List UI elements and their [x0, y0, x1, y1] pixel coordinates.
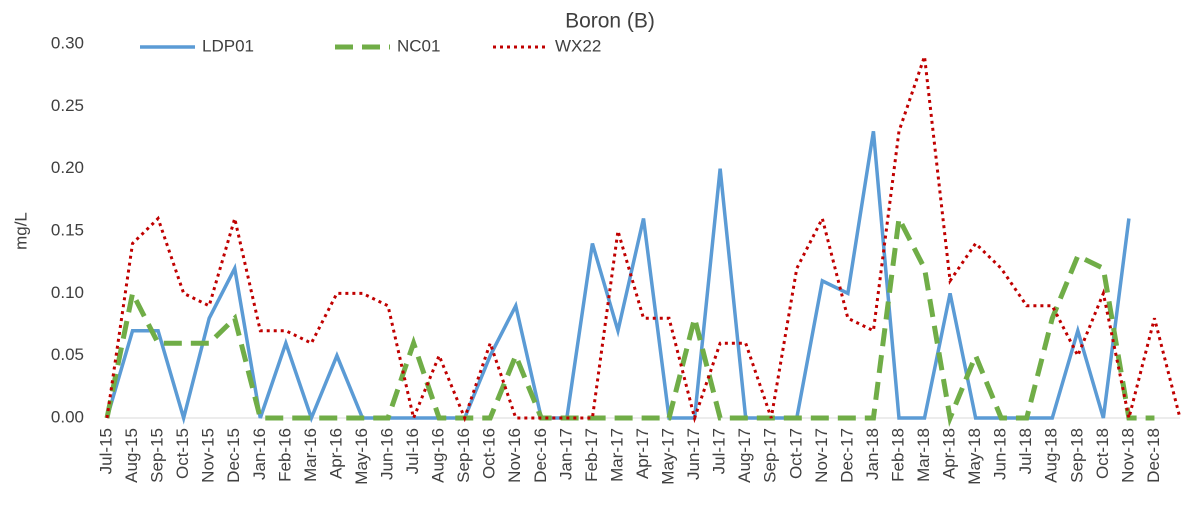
y-tick-label: 0.20	[51, 158, 84, 177]
x-tick-label: Nov-16	[505, 428, 524, 483]
x-tick-label: Jul-17	[710, 428, 729, 474]
x-tick-label: Aug-17	[735, 428, 754, 483]
x-tick-label: Aug-18	[1042, 428, 1061, 483]
x-tick-label: Jan-18	[863, 428, 882, 480]
y-tick-label: 0.15	[51, 220, 84, 239]
x-tick-label: Jun-18	[991, 428, 1010, 480]
x-tick-label: Oct-17	[786, 428, 805, 479]
x-tick-label: Jun-17	[684, 428, 703, 480]
x-tick-label: Oct-16	[480, 428, 499, 479]
chart-title: Boron (B)	[565, 10, 655, 33]
x-tick-label: Dec-16	[531, 428, 550, 483]
x-tick-label: Sep-16	[454, 428, 473, 483]
x-tick-label: Dec-17	[837, 428, 856, 483]
x-tick-label: Aug-16	[429, 428, 448, 483]
x-tick-label: May-18	[965, 428, 984, 485]
x-tick-label: Sep-15	[148, 428, 167, 483]
x-tick-label: Jul-15	[96, 428, 115, 474]
x-tick-label: Nov-18	[1118, 428, 1137, 483]
y-tick-label: 0.25	[51, 96, 84, 115]
series-line	[104, 210, 1155, 428]
x-tick-label: Jun-16	[378, 428, 397, 480]
x-tick-label: Jan-16	[250, 428, 269, 480]
x-tick-label: Dec-15	[224, 428, 243, 483]
series-line	[105, 130, 1131, 425]
x-tick-label: Feb-17	[582, 428, 601, 482]
x-tick-label: Mar-18	[914, 428, 933, 482]
series-line	[105, 55, 1182, 424]
x-tick-label: Aug-15	[122, 428, 141, 483]
y-axis-label: mg/L	[11, 212, 30, 250]
legend-label: LDP01	[202, 36, 254, 55]
x-tick-label: Feb-18	[888, 428, 907, 482]
y-tick-label: 0.10	[51, 283, 84, 302]
x-tick-label: Apr-18	[940, 428, 959, 479]
legend-label: NC01	[397, 36, 440, 55]
x-tick-label: Jul-18	[1016, 428, 1035, 474]
x-tick-label: Jan-17	[556, 428, 575, 480]
y-tick-label: 0.30	[51, 33, 84, 52]
y-tick-label: 0.05	[51, 345, 84, 364]
y-tick-label: 0.00	[51, 407, 84, 426]
x-tick-label: Nov-15	[199, 428, 218, 483]
x-tick-label: Mar-16	[301, 428, 320, 482]
x-tick-label: Mar-17	[607, 428, 626, 482]
x-tick-label: Oct-18	[1093, 428, 1112, 479]
x-tick-label: Apr-16	[326, 428, 345, 479]
x-tick-label: Apr-17	[633, 428, 652, 479]
x-tick-label: Jul-16	[403, 428, 422, 474]
x-tick-label: May-17	[659, 428, 678, 485]
x-tick-label: Nov-17	[812, 428, 831, 483]
x-tick-label: Sep-17	[761, 428, 780, 483]
x-tick-label: Oct-15	[173, 428, 192, 479]
x-tick-label: Dec-18	[1144, 428, 1163, 483]
x-tick-label: May-16	[352, 428, 371, 485]
x-tick-label: Sep-18	[1067, 428, 1086, 483]
legend-label: WX22	[555, 36, 601, 55]
x-tick-label: Feb-16	[275, 428, 294, 482]
